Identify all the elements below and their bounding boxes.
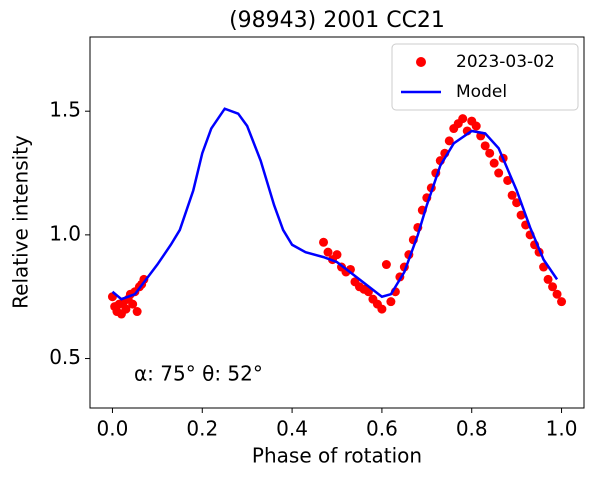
data-point xyxy=(471,121,481,131)
y-tick-label: 0.5 xyxy=(49,345,81,369)
data-point xyxy=(323,247,333,257)
legend-label: Model xyxy=(456,82,507,102)
data-point xyxy=(121,304,131,314)
x-tick-label: 0.4 xyxy=(276,417,308,441)
data-point xyxy=(485,148,495,158)
chart-title: (98943) 2001 CC21 xyxy=(229,8,445,33)
data-point xyxy=(377,304,387,314)
data-point xyxy=(132,307,142,317)
data-point xyxy=(128,299,138,309)
model-line xyxy=(111,107,559,301)
x-tick-label: 0.0 xyxy=(97,417,129,441)
data-point xyxy=(332,250,342,260)
data-point xyxy=(512,198,522,208)
y-axis-label: Relative intensity xyxy=(9,135,33,309)
legend-marker xyxy=(416,57,426,67)
data-point xyxy=(557,297,567,307)
data-point xyxy=(494,168,504,178)
data-point xyxy=(552,289,562,299)
annotation: α: 75° θ: 52° xyxy=(134,362,263,386)
data-point xyxy=(516,210,526,220)
x-tick-label: 0.6 xyxy=(366,417,398,441)
y-tick-label: 1.0 xyxy=(49,221,81,245)
data-point xyxy=(444,136,454,146)
legend-label: 2023-03-02 xyxy=(456,52,555,72)
y-tick-label: 1.5 xyxy=(49,98,81,122)
legend-box xyxy=(391,43,579,111)
data-point xyxy=(480,141,490,151)
plot-frame xyxy=(89,36,585,409)
data-point xyxy=(458,114,468,124)
data-point xyxy=(381,260,391,270)
x-tick-label: 0.8 xyxy=(456,417,488,441)
data-point xyxy=(139,274,149,284)
data-point xyxy=(543,274,553,284)
data-point xyxy=(503,175,513,185)
data-point xyxy=(319,237,329,247)
data-point xyxy=(548,282,558,292)
data-point xyxy=(507,190,517,200)
data-point xyxy=(489,158,499,168)
x-axis-label: Phase of rotation xyxy=(252,444,422,468)
x-tick-label: 0.2 xyxy=(186,417,218,441)
data-point xyxy=(386,297,396,307)
x-tick-label: 1.0 xyxy=(546,417,578,441)
